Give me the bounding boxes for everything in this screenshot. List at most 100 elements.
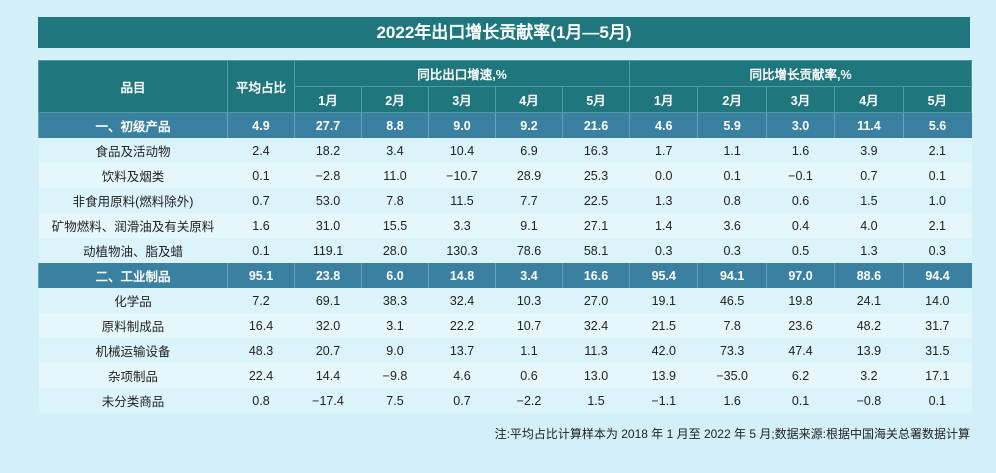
contribution-cell: 0.7 (834, 163, 904, 188)
contribution-cell: 2.1 (903, 213, 972, 238)
growth-cell: 7.7 (495, 188, 563, 213)
contribution-cell: 0.1 (903, 163, 972, 188)
contribution-cell: 14.0 (903, 288, 972, 313)
contribution-cell: 0.5 (766, 238, 835, 263)
avg-share-cell: 16.4 (227, 313, 295, 338)
contribution-cell: 1.5 (834, 188, 904, 213)
header-month: 5月 (561, 86, 631, 113)
growth-cell: 1.1 (495, 338, 563, 363)
contribution-cell: 21.5 (629, 313, 698, 338)
contribution-cell: 0.1 (697, 163, 767, 188)
header-month: 3月 (428, 86, 496, 113)
growth-cell: 31.0 (294, 213, 362, 238)
contribution-cell: 47.4 (766, 338, 835, 363)
header-month: 1月 (294, 86, 362, 113)
contribution-cell: 95.4 (629, 263, 698, 288)
contribution-cell: −0.8 (834, 388, 904, 413)
growth-cell: 22.2 (428, 313, 496, 338)
contribution-cell: 5.6 (902, 112, 972, 138)
contribution-cell: 0.1 (766, 388, 835, 413)
growth-cell: 23.8 (294, 263, 362, 288)
footnote: 注:平均占比计算样本为 2018 年 1 月至 2022 年 5 月;数据来源:… (494, 427, 970, 441)
growth-cell: 3.4 (495, 263, 563, 288)
growth-cell: 9.0 (361, 338, 429, 363)
growth-cell: 20.7 (294, 338, 362, 363)
contribution-cell: 17.1 (903, 363, 972, 388)
growth-cell: 10.7 (495, 313, 563, 338)
header-month: 3月 (765, 86, 836, 113)
growth-cell: 27.7 (294, 112, 362, 138)
growth-cell: 18.2 (294, 138, 362, 163)
avg-share-cell: 4.9 (227, 112, 295, 138)
contribution-cell: 13.9 (834, 338, 904, 363)
growth-cell: 0.7 (428, 388, 496, 413)
growth-cell: 9.2 (495, 112, 563, 138)
contribution-cell: 2.1 (903, 138, 972, 163)
avg-share-cell: 2.4 (227, 138, 295, 163)
contribution-cell: 94.1 (697, 263, 767, 288)
avg-share-cell: 48.3 (227, 338, 295, 363)
growth-cell: 8.8 (361, 112, 429, 138)
row-label: 动植物油、脂及蜡 (38, 238, 228, 263)
contribution-cell: 94.4 (902, 263, 972, 288)
row-label: 杂项制品 (38, 363, 228, 388)
contribution-cell: 46.5 (697, 288, 767, 313)
header-month: 4月 (834, 86, 904, 113)
avg-share-cell: 0.8 (227, 388, 295, 413)
contribution-cell: 31.5 (903, 338, 972, 363)
growth-cell: 16.3 (562, 138, 630, 163)
growth-cell: 27.1 (562, 213, 630, 238)
contribution-cell: 0.3 (629, 238, 698, 263)
growth-cell: 13.7 (428, 338, 496, 363)
contribution-cell: 13.9 (629, 363, 698, 388)
contribution-cell: 19.8 (766, 288, 835, 313)
header-month: 2月 (361, 86, 429, 113)
avg-share-cell: 95.1 (227, 263, 295, 288)
growth-cell: 1.5 (562, 388, 630, 413)
row-label: 机械运输设备 (38, 338, 228, 363)
contribution-cell: 24.1 (834, 288, 904, 313)
growth-cell: 78.6 (495, 238, 563, 263)
row-label: 未分类商品 (38, 388, 228, 413)
growth-cell: 3.4 (361, 138, 429, 163)
growth-cell: −2.8 (294, 163, 362, 188)
avg-share-cell: 7.2 (227, 288, 295, 313)
table-row: 杂项制品 22.4 14.4 −9.8 4.6 0.6 13.0 13.9 −35.0 6.2 3.… (38, 363, 972, 388)
row-label: 非食用原料(燃料除外) (38, 188, 228, 213)
contribution-cell: 4.6 (629, 112, 698, 138)
growth-cell: 6.0 (361, 263, 429, 288)
contribution-cell: 73.3 (697, 338, 767, 363)
contribution-cell: −35.0 (697, 363, 767, 388)
contribution-cell: 0.8 (697, 188, 767, 213)
growth-cell: 9.1 (495, 213, 563, 238)
growth-cell: 11.3 (562, 338, 630, 363)
growth-cell: 14.8 (428, 263, 496, 288)
table-row: 动植物油、脂及蜡 0.1 119.1 28.0 130.3 78.6 58.1 0.3 0.3 0… (38, 238, 972, 263)
contribution-cell: 48.2 (834, 313, 904, 338)
contribution-cell: 6.2 (766, 363, 835, 388)
growth-cell: 7.5 (361, 388, 429, 413)
contribution-cell: 0.1 (903, 388, 972, 413)
contribution-cell: 11.4 (834, 112, 904, 138)
header-month: 1月 (629, 86, 699, 113)
header-month: 5月 (902, 86, 973, 113)
table-row: 矿物燃料、润滑油及有关原料 1.6 31.0 15.5 3.3 9.1 27.1 1.4 3.6… (38, 213, 972, 238)
contribution-cell: 3.6 (697, 213, 767, 238)
growth-cell: −9.8 (361, 363, 429, 388)
header-avg: 平均占比 (227, 60, 295, 113)
table-row: 食品及活动物 2.4 18.2 3.4 10.4 6.9 16.3 1.7 1.1 1.6 3.9 2… (38, 138, 972, 163)
contribution-cell: 3.2 (834, 363, 904, 388)
growth-cell: 14.4 (294, 363, 362, 388)
growth-cell: 3.3 (428, 213, 496, 238)
contribution-cell: 0.3 (697, 238, 767, 263)
row-label: 饮料及烟类 (38, 163, 228, 188)
row-label: 化学品 (38, 288, 228, 313)
header-month: 4月 (495, 86, 563, 113)
contribution-cell: 0.0 (629, 163, 698, 188)
growth-cell: 22.5 (562, 188, 630, 213)
row-label: 一、初级产品 (38, 112, 228, 138)
table-row: 饮料及烟类 0.1 −2.8 11.0 −10.7 28.9 25.3 0.0 0.1 −0.1 0… (38, 163, 972, 188)
growth-cell: 0.6 (495, 363, 563, 388)
table-row: 非食用原料(燃料除外) 0.7 53.0 7.8 11.5 7.7 22.5 1.3 0.8 0.… (38, 188, 972, 213)
contribution-cell: −1.1 (629, 388, 698, 413)
